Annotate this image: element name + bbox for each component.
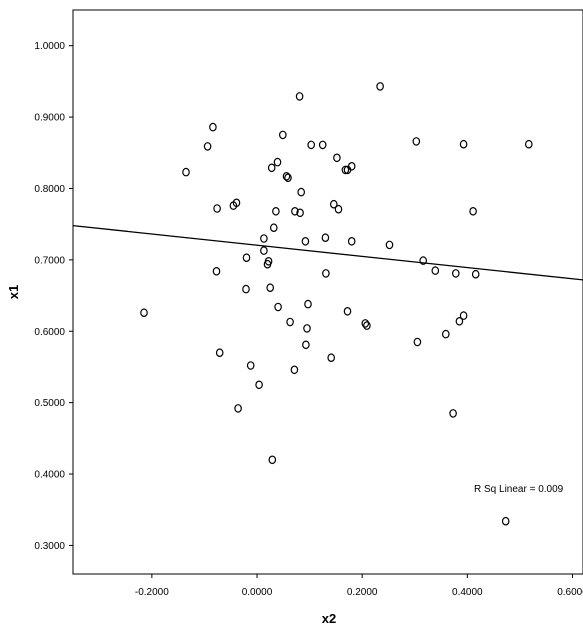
y-axis-title: x1 [6,285,21,299]
data-point [329,199,338,209]
r-squared-annotation: R Sq Linear = 0.009 [474,484,564,495]
data-point [242,284,250,294]
data-point [267,163,276,173]
data-point [291,207,299,216]
data-point [347,237,356,246]
data-point [455,316,464,326]
data-point [318,140,327,150]
data-point [242,253,251,263]
data-point [419,256,428,265]
data-point [385,240,394,250]
fit-line-group [72,224,583,281]
regression-line [72,224,583,281]
data-point [209,122,217,132]
data-point [302,340,310,350]
data-point [469,207,477,216]
data-point [304,299,312,309]
x-tick-label: -0.2000 [135,587,169,598]
data-point [431,266,440,275]
data-point [246,361,255,370]
y-axis-ticks: 0.3000 0.4000 0.5000 0.6000 0.7000 0.8000 0.90… [34,41,73,552]
data-point [524,139,533,149]
data-point [361,319,370,328]
data-point [182,167,190,177]
data-point [334,204,343,214]
data-point [459,139,468,149]
data-point [232,198,241,208]
data-point [269,223,278,233]
data-point [441,329,450,339]
data-point [363,321,371,330]
data-point [203,142,212,151]
data-point [255,380,263,390]
data-point [451,269,460,278]
data-point [413,337,422,347]
data-point [301,237,310,246]
x-tick-label: 0.4000 [452,587,483,598]
x-tick-label: 0.6000 [557,587,583,598]
y-tick-label: 0.6000 [34,327,65,338]
data-point [321,233,330,243]
data-point [322,269,330,278]
y-tick-label: 0.5000 [34,398,65,409]
data-points [140,82,533,526]
data-point [290,365,299,375]
data-point [295,92,304,101]
y-tick-label: 0.4000 [34,470,65,481]
x-axis-ticks: -0.2000 0.0000 0.2000 0.4000 0.6000 [135,574,583,598]
y-tick-label: 0.3000 [34,541,65,552]
x-tick-label: 0.0000 [242,587,273,598]
y-tick-label: 0.8000 [34,184,65,195]
x-axis-title: x2 [322,611,336,626]
data-point [215,348,224,358]
data-point [272,207,280,216]
data-point [273,157,282,167]
data-point [260,234,268,243]
data-point [278,130,287,140]
data-point [213,204,221,213]
data-point [282,172,291,181]
data-point [333,153,341,163]
data-point [307,140,316,150]
plot-area [72,9,583,575]
data-point [501,516,510,526]
y-tick-label: 1.0000 [34,41,65,52]
data-point [286,317,294,327]
data-point [284,173,292,183]
x-tick-label: 0.2000 [347,587,378,598]
data-point [268,455,277,465]
data-point [341,165,350,175]
data-point [471,269,480,279]
data-point [266,283,275,293]
data-point [327,353,336,363]
data-point [263,259,272,269]
data-point [376,82,384,91]
data-point [449,409,457,418]
data-point [212,266,221,276]
data-point [274,302,282,312]
y-tick-label: 0.9000 [34,113,65,124]
data-point [412,137,421,146]
y-tick-label: 0.7000 [34,255,65,266]
data-point [260,246,268,255]
data-point [459,311,468,320]
data-point [140,308,148,318]
data-point [347,162,356,171]
data-point [303,324,311,333]
data-point [234,404,242,413]
data-point [296,208,304,218]
data-point [297,187,306,197]
data-point [343,306,352,316]
